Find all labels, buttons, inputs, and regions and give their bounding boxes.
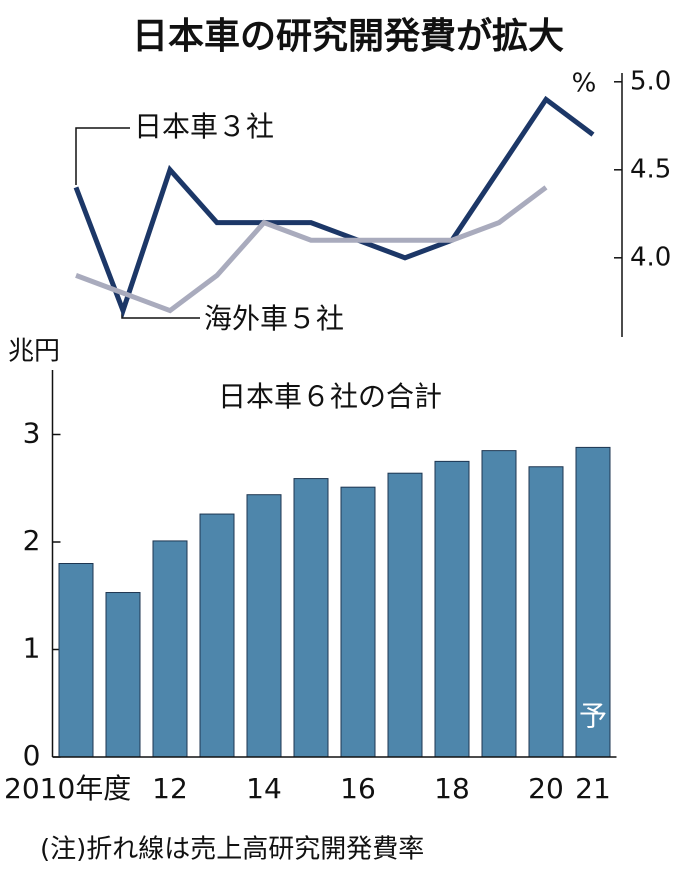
series-label: 海外車５社 xyxy=(204,302,344,335)
y-tick-label: 4.5 xyxy=(630,154,671,184)
y-tick-label: 4.0 xyxy=(630,242,671,272)
note: (注)折れ線は売上高研究開発費率 xyxy=(40,835,424,865)
x-tick-label: 21 xyxy=(575,772,611,805)
x-tick-label: 12 xyxy=(152,772,188,805)
y-unit: 兆円 xyxy=(8,337,60,367)
bar xyxy=(199,513,235,758)
annotation: 予 xyxy=(579,699,607,732)
bar xyxy=(246,494,282,758)
y-tick-label: 0 xyxy=(23,739,41,772)
bar xyxy=(152,540,188,758)
bar xyxy=(58,563,94,758)
leader-line xyxy=(75,127,130,185)
series-label: 日本車３社 xyxy=(134,110,274,143)
bar xyxy=(340,486,376,758)
x-tick-label: 2010年度 xyxy=(4,772,131,805)
x-tick-label: 14 xyxy=(246,772,282,805)
bar xyxy=(575,446,611,758)
y-tick-label: 5.0 xyxy=(630,66,671,96)
chart-title: 日本車の研究開発費が拡大 xyxy=(132,16,564,57)
x-tick-label: 20 xyxy=(528,772,564,805)
bar-title: 日本車６社の合計 xyxy=(218,380,442,413)
bar xyxy=(528,466,564,758)
x-tick-label: 18 xyxy=(434,772,470,805)
y-unit: % xyxy=(572,69,597,99)
x-tick-label: 16 xyxy=(340,772,376,805)
y-tick-label: 2 xyxy=(23,524,41,557)
bar xyxy=(387,472,423,758)
bar xyxy=(481,450,517,758)
bar xyxy=(293,478,329,758)
line-series xyxy=(73,95,595,319)
y-tick-label: 3 xyxy=(23,417,41,450)
line-series xyxy=(75,185,548,314)
leader-line xyxy=(121,313,200,319)
y-tick-label: 1 xyxy=(23,632,41,665)
bar xyxy=(434,460,470,758)
bar xyxy=(105,592,141,758)
